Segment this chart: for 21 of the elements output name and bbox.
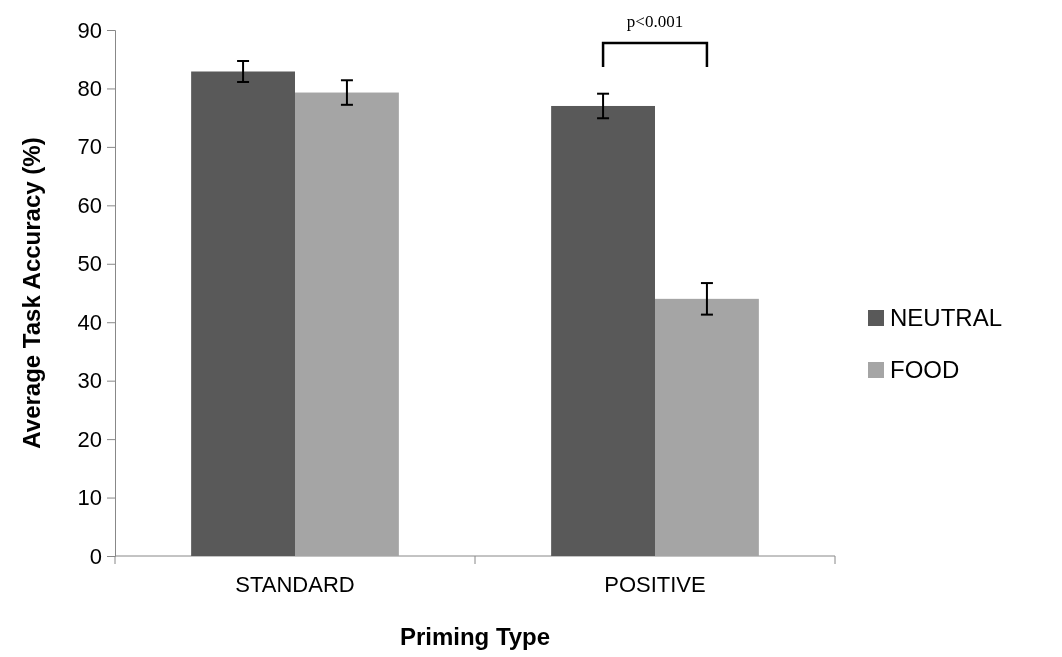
x-tick-label: POSITIVE: [604, 572, 706, 597]
annotation: p<0.001: [626, 12, 684, 31]
y-tick-label: 0: [89, 543, 102, 569]
bar: [191, 71, 295, 556]
x-tick-label: STANDARD: [235, 572, 355, 597]
bar: [295, 92, 399, 556]
y-tick-label: 20: [77, 426, 102, 452]
y-tick-label: 60: [77, 192, 102, 218]
x-axis-title: Priming Type: [399, 623, 551, 650]
y-tick-label: 80: [77, 75, 102, 101]
y-tick-label: 40: [77, 309, 102, 335]
legend-label: NEUTRAL: [890, 304, 1003, 331]
legend-label: FOOD: [890, 356, 960, 383]
y-tick-label: 70: [77, 134, 102, 160]
y-tick-label: 10: [77, 485, 102, 511]
y-axis-title: Average Task Accuracy (%): [18, 137, 45, 449]
y-tick-label: 30: [77, 368, 102, 394]
y-tick-label: 50: [77, 251, 102, 277]
bar: [551, 105, 655, 556]
bar: [655, 298, 759, 556]
y-tick-label: 90: [77, 17, 102, 43]
